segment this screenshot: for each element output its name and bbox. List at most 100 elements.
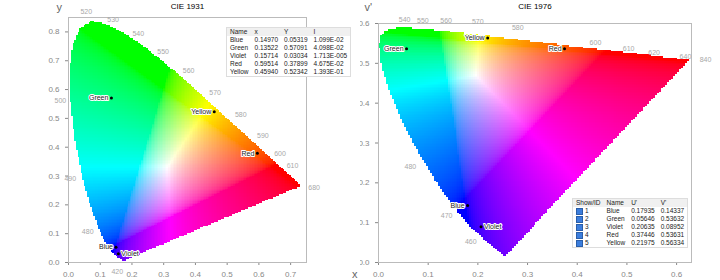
svg-text:0.3: 0.3 — [360, 139, 370, 148]
svg-text:Blue: Blue — [451, 202, 465, 209]
svg-text:580: 580 — [512, 24, 524, 31]
svg-text:0.3: 0.3 — [522, 270, 534, 279]
svg-text:0.4: 0.4 — [190, 270, 202, 279]
svg-text:0.5: 0.5 — [360, 59, 370, 68]
svg-text:0.0: 0.0 — [360, 258, 370, 267]
svg-text:840: 840 — [700, 56, 712, 63]
svg-text:480: 480 — [405, 163, 417, 170]
svg-text:590: 590 — [257, 132, 269, 139]
svg-text:0.4: 0.4 — [48, 143, 60, 152]
svg-text:0.2: 0.2 — [360, 178, 370, 187]
svg-text:0.2: 0.2 — [472, 270, 484, 279]
svg-text:540: 540 — [132, 30, 144, 37]
svg-text:0.1: 0.1 — [95, 270, 107, 279]
svg-text:0.8: 0.8 — [48, 27, 60, 36]
html-text:0.15714: 0.15714 — [254, 52, 279, 59]
svg-text:600: 600 — [590, 39, 602, 46]
svg-text:420: 420 — [111, 268, 123, 275]
svg-text:470: 470 — [441, 212, 453, 219]
svg-text:530: 530 — [107, 16, 119, 23]
svg-text:550: 550 — [157, 48, 169, 55]
svg-text:0.1: 0.1 — [423, 270, 435, 279]
svg-text:CIE 1976: CIE 1976 — [518, 2, 552, 11]
svg-text:490: 490 — [64, 175, 76, 182]
html-text:0.14970: 0.14970 — [254, 36, 279, 43]
svg-text:460: 460 — [465, 238, 477, 245]
html-text:U': U' — [631, 199, 638, 206]
svg-text:Red: Red — [549, 45, 562, 52]
svg-text:560: 560 — [183, 67, 195, 74]
svg-text:520: 520 — [80, 8, 92, 15]
svg-text:0.6: 0.6 — [671, 270, 683, 279]
svg-text:620: 620 — [648, 49, 660, 56]
svg-text:Red: Red — [242, 150, 255, 157]
svg-text:Green: Green — [384, 45, 404, 52]
html-text:Blue: Blue — [606, 207, 620, 214]
html-text:Show/ID: Show/ID — [576, 199, 601, 206]
svg-text:580: 580 — [235, 111, 247, 118]
svg-text:570: 570 — [209, 89, 221, 96]
svg-text:Blue: Blue — [99, 243, 113, 250]
svg-text:0.5: 0.5 — [48, 114, 60, 123]
svg-text:v': v' — [365, 1, 373, 13]
svg-text:y: y — [57, 1, 63, 13]
html-text:Red: Red — [230, 60, 242, 67]
svg-text:0.0: 0.0 — [373, 270, 385, 279]
svg-text:0.4: 0.4 — [572, 270, 584, 279]
html-text:0.59514: 0.59514 — [254, 60, 279, 67]
svg-text:0.2: 0.2 — [48, 200, 60, 209]
svg-text:0.1: 0.1 — [48, 229, 60, 238]
svg-text:610: 610 — [287, 162, 299, 169]
svg-text:600: 600 — [274, 150, 286, 157]
svg-text:Yellow: Yellow — [465, 34, 486, 41]
html-text:0.03034: 0.03034 — [284, 52, 308, 59]
svg-text:540: 540 — [399, 16, 411, 23]
html-text:1.393E-01: 1.393E-01 — [313, 68, 344, 75]
svg-text:Violet: Violet — [484, 223, 501, 230]
svg-text:680: 680 — [308, 184, 320, 191]
html-text:0.05319: 0.05319 — [284, 36, 308, 43]
svg-text:0.0: 0.0 — [48, 258, 60, 267]
svg-text:570: 570 — [472, 18, 484, 25]
svg-text:0.6: 0.6 — [253, 270, 265, 279]
svg-text:CIE 1931: CIE 1931 — [171, 2, 205, 11]
html-text:Name: Name — [606, 199, 624, 206]
svg-text:0.5: 0.5 — [621, 270, 633, 279]
svg-text:500: 500 — [55, 97, 67, 104]
html-text:4.098E-02: 4.098E-02 — [313, 44, 344, 51]
svg-text:0.0: 0.0 — [63, 270, 75, 279]
svg-text:0.2: 0.2 — [126, 270, 138, 279]
html-text:Green: Green — [230, 44, 249, 51]
svg-text:0.4: 0.4 — [360, 99, 370, 108]
svg-text:Violet: Violet — [121, 250, 138, 257]
svg-text:0.5: 0.5 — [222, 270, 234, 279]
svg-text:560: 560 — [440, 17, 452, 24]
html-text:0.52342: 0.52342 — [284, 68, 308, 75]
html-text:0.37899: 0.37899 — [284, 60, 308, 67]
html-text:Name: Name — [230, 28, 248, 35]
svg-text:0.7: 0.7 — [48, 56, 60, 65]
svg-text:550: 550 — [417, 17, 429, 24]
html-text:Violet: Violet — [230, 52, 247, 59]
svg-text:Yellow: Yellow — [191, 108, 212, 115]
html-text:1.713E-005: 1.713E-005 — [313, 52, 348, 59]
svg-text:0.6: 0.6 — [360, 19, 370, 28]
svg-text:0.3: 0.3 — [48, 172, 60, 181]
svg-text:480: 480 — [82, 228, 94, 235]
svg-text:Green: Green — [89, 94, 109, 101]
html-text:Blue: Blue — [230, 36, 243, 43]
svg-text:x: x — [352, 268, 358, 280]
svg-text:0.3: 0.3 — [158, 270, 170, 279]
html-text:1.099E-02: 1.099E-02 — [313, 36, 344, 43]
svg-text:0.7: 0.7 — [285, 270, 297, 279]
html-text:V': V' — [660, 199, 667, 206]
svg-text:640: 640 — [680, 53, 692, 60]
html-text:0.57091: 0.57091 — [284, 44, 308, 51]
svg-text:610: 610 — [623, 45, 635, 52]
html-text:0.13522: 0.13522 — [254, 44, 279, 51]
html-text:0.45940: 0.45940 — [254, 68, 279, 75]
html-text:4.675E-02: 4.675E-02 — [313, 60, 344, 67]
svg-text:0.6: 0.6 — [48, 85, 60, 94]
html-text:Yellow: Yellow — [230, 68, 249, 75]
svg-text:0.1: 0.1 — [360, 218, 370, 227]
